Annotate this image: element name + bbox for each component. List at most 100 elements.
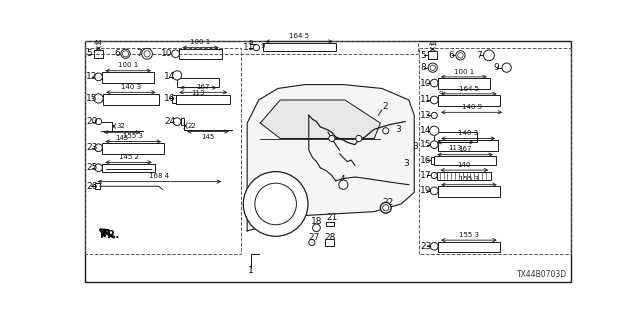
Text: 23: 23 — [86, 143, 97, 152]
Text: 11: 11 — [243, 43, 255, 52]
Circle shape — [172, 71, 182, 80]
Bar — [177, 78, 220, 87]
Text: 140: 140 — [458, 162, 471, 168]
Text: FR.: FR. — [100, 230, 119, 240]
Bar — [435, 156, 496, 165]
Text: 27: 27 — [308, 233, 320, 242]
Text: 100 1: 100 1 — [454, 68, 474, 75]
Circle shape — [431, 243, 438, 250]
Circle shape — [308, 239, 315, 245]
Bar — [172, 95, 176, 103]
Text: 32: 32 — [116, 123, 125, 129]
Circle shape — [484, 50, 494, 61]
Text: 26: 26 — [86, 182, 97, 191]
Bar — [102, 143, 164, 154]
Circle shape — [122, 51, 129, 57]
Circle shape — [383, 128, 389, 134]
Text: 3: 3 — [403, 159, 409, 168]
Text: 17: 17 — [420, 171, 432, 180]
Text: 15: 15 — [420, 140, 432, 149]
Circle shape — [173, 118, 181, 125]
Text: 145: 145 — [201, 134, 214, 140]
Circle shape — [253, 44, 259, 51]
Text: 16: 16 — [420, 156, 432, 164]
Text: 14: 14 — [164, 72, 175, 81]
Text: 9: 9 — [249, 40, 253, 46]
Text: 24: 24 — [164, 117, 175, 126]
Text: 167: 167 — [458, 146, 472, 152]
Text: 20: 20 — [86, 117, 97, 126]
Text: 9: 9 — [493, 63, 499, 72]
Circle shape — [431, 79, 438, 87]
Text: 10: 10 — [161, 49, 172, 58]
Text: 21: 21 — [326, 212, 338, 221]
Bar — [435, 132, 477, 141]
Text: TX44B0703D: TX44B0703D — [516, 270, 566, 279]
Bar — [86, 42, 418, 54]
Circle shape — [356, 135, 362, 141]
Bar — [437, 172, 492, 180]
Text: 168 4: 168 4 — [149, 173, 170, 179]
Circle shape — [255, 183, 296, 225]
Circle shape — [430, 65, 435, 70]
Circle shape — [95, 118, 102, 124]
Text: 6: 6 — [115, 49, 120, 58]
Bar — [176, 95, 230, 104]
Bar — [431, 157, 435, 164]
Text: 140 3: 140 3 — [458, 130, 478, 136]
Text: 140 3: 140 3 — [121, 84, 141, 90]
Bar — [179, 49, 221, 59]
Circle shape — [312, 224, 320, 232]
Bar — [103, 94, 159, 105]
Circle shape — [431, 112, 437, 118]
Circle shape — [431, 187, 438, 195]
Text: 9: 9 — [438, 91, 443, 97]
Bar — [438, 95, 500, 106]
Text: 3: 3 — [396, 125, 401, 134]
Bar — [94, 50, 103, 58]
Text: 28: 28 — [324, 233, 335, 242]
Circle shape — [431, 141, 438, 148]
Circle shape — [456, 51, 465, 60]
Circle shape — [172, 50, 179, 58]
Text: 9: 9 — [260, 43, 265, 49]
Text: 3: 3 — [413, 142, 419, 151]
Bar — [325, 239, 334, 245]
Text: 8: 8 — [420, 63, 426, 72]
Text: 22: 22 — [382, 198, 393, 207]
Text: 164 5: 164 5 — [459, 85, 479, 92]
Text: 18: 18 — [311, 217, 323, 226]
Circle shape — [94, 94, 103, 103]
Text: 113: 113 — [449, 145, 462, 151]
Circle shape — [339, 180, 348, 189]
Text: 13: 13 — [420, 111, 432, 120]
Text: 164 5: 164 5 — [289, 33, 309, 39]
Circle shape — [431, 172, 437, 179]
Text: 12: 12 — [86, 72, 97, 81]
Circle shape — [431, 96, 438, 104]
Text: 7: 7 — [476, 51, 481, 60]
Circle shape — [243, 172, 308, 236]
Circle shape — [458, 53, 463, 58]
Text: 113: 113 — [191, 90, 205, 96]
Text: 2: 2 — [382, 102, 388, 111]
Text: 11: 11 — [420, 95, 432, 105]
Text: 7: 7 — [136, 49, 142, 58]
Bar — [438, 140, 498, 151]
Bar — [438, 186, 500, 197]
Text: 100 1: 100 1 — [191, 39, 211, 45]
Bar — [102, 72, 154, 83]
Circle shape — [95, 164, 102, 172]
Circle shape — [380, 203, 391, 213]
Circle shape — [95, 73, 102, 81]
Text: 4: 4 — [340, 175, 345, 184]
Circle shape — [502, 63, 511, 72]
Text: 1: 1 — [248, 267, 254, 276]
Bar — [86, 48, 241, 254]
Circle shape — [329, 135, 335, 141]
Bar — [262, 43, 336, 52]
Text: 140 9: 140 9 — [461, 104, 482, 110]
Text: 100 1: 100 1 — [118, 62, 138, 68]
Bar — [95, 183, 100, 189]
Text: 22: 22 — [188, 123, 196, 129]
